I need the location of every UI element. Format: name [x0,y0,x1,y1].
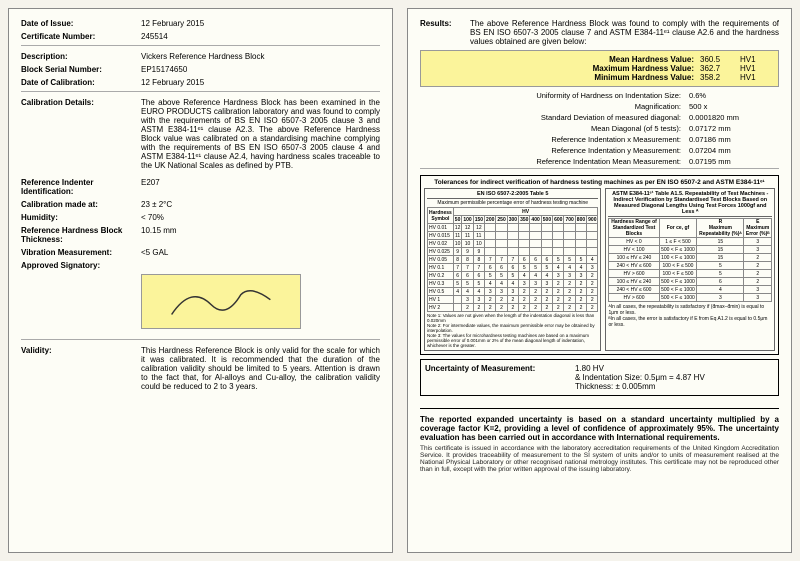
result-label: Reference Indentation x Measurement: [420,135,689,144]
value-indenter: E207 [141,178,380,196]
result-val: 0.6% [689,91,779,100]
result-label: Reference Indentation y Measurement: [420,146,689,155]
value-humidity: < 70% [141,213,380,222]
unc-th: Thickness: ± 0.005mm [575,382,705,391]
value-thickness: 10.15 mm [141,226,380,244]
label-date-issue: Date of Issue: [21,19,141,28]
mean-unit: HV1 [740,55,770,64]
tolerance-box: Tolerances for indirect verification of … [420,175,779,355]
mean-val: 360.5 [700,55,740,64]
tol-right-note: ᴬIn all cases, the repeatability is sati… [608,304,772,328]
signature-icon [142,275,300,329]
result-label: Mean Diagonal (of 5 tests): [420,124,689,133]
max-label: Maximum Hardness Value: [429,64,700,73]
right-table: Hardness Range ofStandardized TestBlocks… [608,218,772,302]
tol-right: ASTM E384-11ᵉ¹ Table A1.5. Repeatability… [605,188,775,351]
result-val: 0.07172 mm [689,124,779,133]
result-val: 0.0001820 mm [689,113,779,122]
footer-small: This certificate is issued in accordance… [420,445,779,473]
divider [21,91,380,92]
result-rows: Uniformity of Hardness on Indentation Si… [420,91,779,166]
label-vibration: Vibration Measurement: [21,248,141,257]
label-indenter: Reference Indenter Identification: [21,178,141,196]
value-date-issue: 12 February 2015 [141,19,380,28]
uncertainty-box: Uncertainty of Measurement: 1.80 HV & In… [420,359,779,396]
signature-box [141,274,301,329]
divider [21,45,380,46]
unc-ind: & Indentation Size: 0.5μm = 4.87 HV [575,373,705,382]
value-cert-num: 245514 [141,32,380,41]
result-val: 0.07204 mm [689,146,779,155]
tol-left: EN ISO 6507-2:2005 Table 5 Maximum permi… [424,188,601,351]
value-description: Vickers Reference Hardness Block [141,52,380,61]
tol-title: Tolerances for indirect verification of … [424,179,775,186]
footer-bold: The reported expanded uncertainty is bas… [420,415,779,442]
label-validity: Validity: [21,346,141,391]
divider-heavy [420,408,779,409]
label-humidity: Humidity: [21,213,141,222]
tol-left-caption: Maximum permissible percentage error of … [427,200,598,206]
label-cal-at: Calibration made at: [21,200,141,209]
value-date-cal: 12 February 2015 [141,78,380,87]
divider [420,168,779,169]
label-serial: Block Serial Number: [21,65,141,74]
value-vibration: <5 GAL [141,248,380,257]
min-unit: HV1 [740,73,770,82]
mean-label: Mean Hardness Value: [429,55,700,64]
result-label: Reference Indentation Mean Measurement: [420,157,689,166]
right-page: Results: The above Reference Hardness Bl… [407,8,792,553]
unc-label: Uncertainty of Measurement: [425,364,575,391]
value-serial: EP15174650 [141,65,380,74]
label-date-cal: Date of Calibration: [21,78,141,87]
left-table: HardnessSymbolHV501001502002503003504005… [427,207,598,312]
tol-right-title: ASTM E384-11ᵉ¹ Table A1.5. Repeatability… [608,191,772,217]
label-cert-num: Certificate Number: [21,32,141,41]
label-description: Description: [21,52,141,61]
tol-left-title: EN ISO 6507-2:2005 Table 5 [427,191,598,199]
result-label: Magnification: [420,102,689,111]
value-cal-at: 23 ± 2°C [141,200,380,209]
value-validity: This Hardness Reference Block is only va… [141,346,380,391]
label-results: Results: [420,19,470,46]
label-approved: Approved Signatory: [21,261,141,270]
left-page: Date of Issue:12 February 2015 Certifica… [8,8,393,553]
divider [21,339,380,340]
result-val: 500 x [689,102,779,111]
label-thickness: Reference Hardness Block Thickness: [21,226,141,244]
highlight-box: Mean Hardness Value:360.5HV1 Maximum Har… [420,50,779,87]
value-cal-details: The above Reference Hardness Block has b… [141,98,380,170]
label-cal-details: Calibration Details: [21,98,141,170]
result-val: 0.07186 mm [689,135,779,144]
max-unit: HV1 [740,64,770,73]
result-val: 0.07195 mm [689,157,779,166]
value-results: The above Reference Hardness Block was f… [470,19,779,46]
result-label: Standard Deviation of measured diagonal: [420,113,689,122]
result-label: Uniformity of Hardness on Indentation Si… [420,91,689,100]
min-val: 358.2 [700,73,740,82]
tol-left-note: Note 1: Values are not given when the le… [427,313,598,348]
unc-val: 1.80 HV [575,364,705,373]
max-val: 362.7 [700,64,740,73]
min-label: Minimum Hardness Value: [429,73,700,82]
